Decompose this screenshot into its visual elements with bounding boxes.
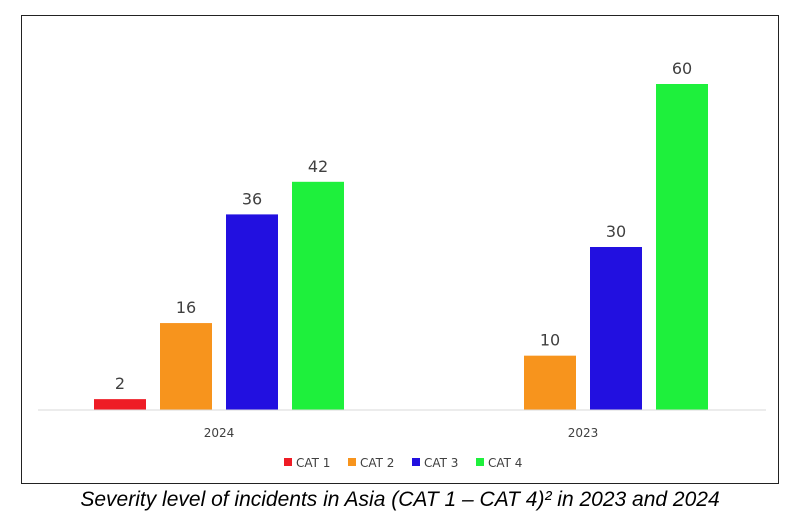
legend-label-cat-3: CAT 3 [424,456,458,470]
x-tick-label-2023: 2023 [568,426,599,440]
legend-swatch-cat-4 [476,458,484,466]
bar-cat-2-2024 [160,323,212,410]
value-labels-group: 2 16 36 42 10 30 60 [115,59,692,393]
figure-caption: Severity level of incidents in Asia (CAT… [80,488,720,511]
data-label-cat-4-2024: 42 [308,157,328,176]
chart-frame [21,15,779,484]
bar-cat-3-2023 [590,247,642,410]
legend: CAT 1 CAT 2 CAT 3 CAT 4 [284,456,522,470]
data-label-cat-1-2024: 2 [115,374,125,393]
legend-label-cat-1: CAT 1 [296,456,330,470]
x-tick-label-2024: 2024 [204,426,235,440]
bar-cat-4-2023 [656,84,708,410]
legend-label-cat-2: CAT 2 [360,456,394,470]
data-label-cat-2-2024: 16 [176,298,196,317]
legend-swatch-cat-1 [284,458,292,466]
data-label-cat-4-2023: 60 [672,59,692,78]
bars-group [94,84,708,410]
legend-label-cat-4: CAT 4 [488,456,522,470]
data-label-cat-3-2024: 36 [242,189,262,208]
bar-cat-2-2023 [524,355,576,410]
data-label-cat-2-2023: 10 [540,331,560,350]
bar-cat-1-2024 [94,399,146,410]
bar-cat-3-2024 [226,214,278,410]
data-label-cat-3-2023: 30 [606,222,626,241]
legend-swatch-cat-3 [412,458,420,466]
category-labels-group: 2024 2023 [204,426,599,440]
legend-swatch-cat-2 [348,458,356,466]
bar-cat-4-2024 [292,181,344,410]
